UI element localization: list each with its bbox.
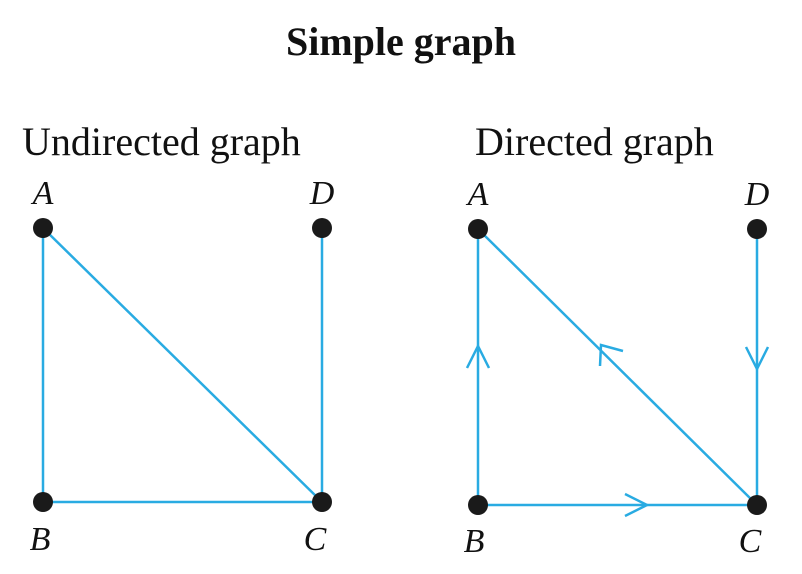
undirected-label-a: A [31, 175, 54, 212]
arrowhead-d-c-icon [744, 346, 770, 372]
directed-edges [476, 228, 759, 507]
directed-graph-label: Directed graph [475, 119, 714, 164]
page-title: Simple graph [285, 19, 517, 64]
directed-edge-c-a [477, 228, 758, 506]
directed-label-d: D [744, 176, 770, 213]
undirected-edges [41, 227, 324, 504]
directed-vertex-d [747, 219, 767, 239]
undirected-label-d: D [309, 175, 335, 212]
directed-label-a: A [466, 176, 489, 213]
directed-label-b: B [464, 523, 485, 560]
undirected-vertices [33, 218, 332, 512]
directed-vertex-c [747, 495, 767, 515]
undirected-vertex-a [33, 218, 53, 238]
directed-label-c: C [739, 523, 762, 560]
undirected-label-b: B [30, 521, 51, 558]
undirected-vertex-c [312, 492, 332, 512]
directed-vertices [468, 219, 767, 515]
arrowhead-b-a-icon [465, 343, 491, 369]
directed-vertex-a [468, 219, 488, 239]
directed-vertex-b [468, 495, 488, 515]
undirected-vertex-d [312, 218, 332, 238]
undirected-graph: A B C D [30, 175, 335, 558]
undirected-vertex-b [33, 492, 53, 512]
directed-graph: A B C D [464, 176, 770, 560]
directed-arrowheads [465, 343, 770, 518]
arrowhead-c-a-icon [598, 343, 624, 367]
undirected-edge-a-c [42, 227, 323, 503]
arrowhead-b-c-icon [624, 492, 650, 518]
undirected-label-c: C [304, 521, 327, 558]
undirected-graph-label: Undirected graph [22, 119, 301, 164]
